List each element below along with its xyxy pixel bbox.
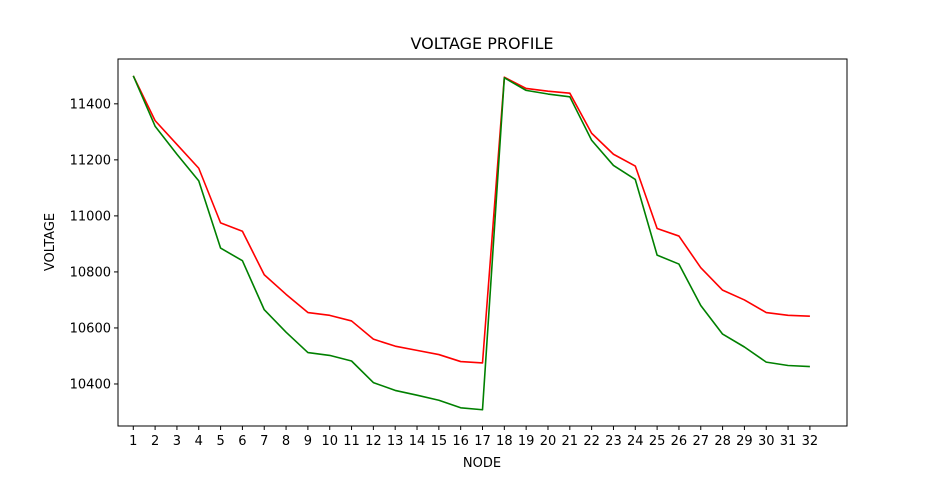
x-tick-label: 26 (671, 434, 688, 449)
series-line-2 (132, 75, 810, 411)
x-tick-label: 32 (802, 434, 819, 449)
y-tick-label: 10400 (70, 377, 111, 392)
x-tick-label: 25 (649, 434, 666, 449)
x-tick-label: 23 (605, 434, 622, 449)
y-tick-label: 10600 (70, 321, 111, 336)
x-tick-label: 22 (583, 434, 600, 449)
x-tick-label: 21 (562, 434, 579, 449)
y-tick-label: 10800 (70, 265, 111, 280)
plot-area: 1 2 3 4 5 6 7 8 9 10 11 12 13 14 15 16 17 18 19 20 21 22 23 24 2… (70, 58, 848, 449)
series-line-1 (132, 75, 810, 364)
x-axis-label: NODE (463, 456, 501, 471)
y-axis-label: VOLTAGE (43, 213, 58, 271)
x-tick-label: 3 (173, 434, 181, 449)
y-tick-label: 11000 (70, 209, 111, 224)
chart-title: VOLTAGE PROFILE (410, 34, 553, 53)
y-tick-label: 11200 (70, 153, 111, 168)
x-tick-label: 8 (282, 434, 290, 449)
x-tick-label: 9 (304, 434, 312, 449)
x-tick-label: 5 (216, 434, 224, 449)
x-tick-label: 29 (736, 434, 753, 449)
x-tick-label: 24 (627, 434, 644, 449)
x-tick-label: 2 (151, 434, 159, 449)
x-tick-label: 4 (195, 434, 203, 449)
x-tick-label: 7 (260, 434, 268, 449)
x-tick-label: 27 (692, 434, 709, 449)
x-tick-label: 11 (343, 434, 360, 449)
x-tick-label: 10 (321, 434, 338, 449)
x-tick-label: 13 (387, 434, 404, 449)
x-tick-label: 6 (238, 434, 246, 449)
x-tick-label: 14 (409, 434, 426, 449)
x-tick-label: 18 (496, 434, 513, 449)
x-tick-label: 30 (758, 434, 775, 449)
x-tick-label: 20 (540, 434, 557, 449)
x-tick-label: 17 (474, 434, 491, 449)
x-tick-label: 16 (452, 434, 469, 449)
y-tick-label: 11400 (70, 97, 111, 112)
x-tick-label: 12 (365, 434, 382, 449)
x-tick-label: 28 (714, 434, 731, 449)
x-tick-label: 1 (129, 434, 137, 449)
x-tick-label: 19 (518, 434, 535, 449)
x-tick-label: 31 (780, 434, 797, 449)
x-tick-label: 15 (431, 434, 448, 449)
